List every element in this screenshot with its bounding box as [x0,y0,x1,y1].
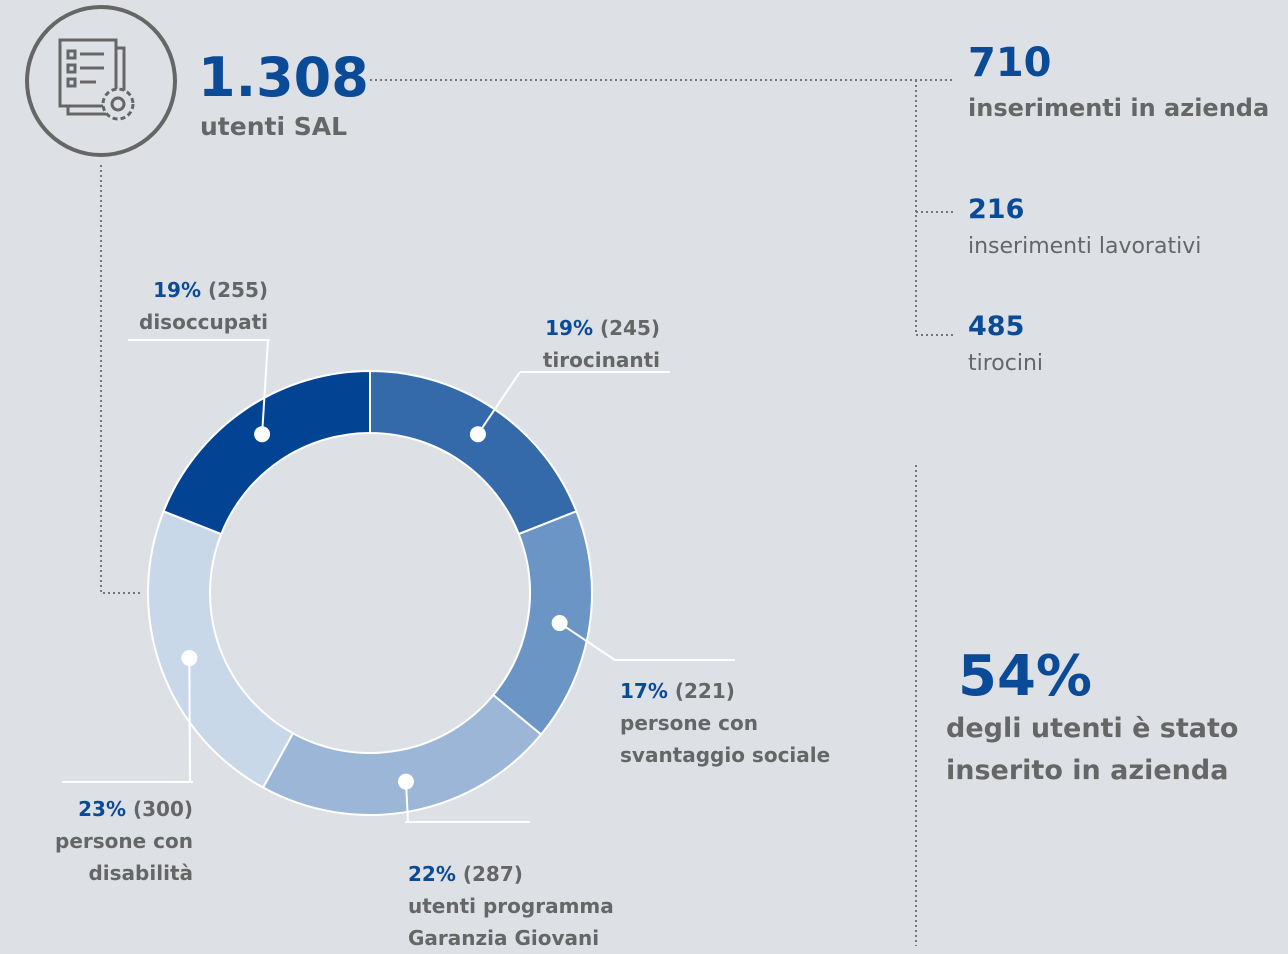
percent-label: 17% [620,679,668,703]
donut-segment [147,509,295,789]
label-dot [254,426,271,443]
category-label: utenti programma Garanzia Giovani [408,894,614,950]
label-dot [397,773,414,790]
count-label: (287) [462,862,523,886]
segment-label: 23% (300) persone con disabilità [55,793,193,889]
donut-segment [369,369,578,536]
leader-line [188,658,191,783]
leader-line [261,339,269,435]
count-label: (300) [132,797,193,821]
connector [100,165,140,594]
percent-label: 22% [408,862,456,886]
total-label: utenti SAL [200,112,348,141]
leader-line [477,371,521,435]
donut-segment [491,509,593,736]
segment-label: 19% (245) tirocinanti [543,312,660,376]
percent-label: 23% [78,797,126,821]
highlight-value: 54% [958,644,1093,709]
category-label: disoccupati [139,310,268,334]
category-label: persone con disabilità [55,829,193,885]
stat-value: 710 [968,40,1052,86]
stat-value: 216 [968,194,1025,225]
total: 1.308 [198,46,369,109]
category-label: persone con svantaggio sociale [620,711,831,767]
segment-label: 19% (255) disoccupati [139,274,268,338]
label-dot [181,650,198,667]
count-label: (255) [207,278,268,302]
label-head: 19% (245) [543,312,660,344]
count-label: (221) [674,679,735,703]
leader-line [559,622,616,661]
percent-label: 19% [545,316,593,340]
segment-label: 22% (287) utenti programma Garanzia Giova… [408,858,614,954]
donut-segment [261,693,543,816]
stat-value: 485 [968,311,1025,342]
category-label: tirocinanti [542,348,660,372]
connectors [100,79,955,946]
label-head: 22% (287) [408,858,614,890]
label-head: 19% (255) [139,274,268,306]
stat-label: tirocini [968,351,1044,376]
label-head: 23% (300) [55,793,193,825]
percent-label: 19% [153,278,201,302]
highlight-label: degli utenti è stato inserito in azienda [946,713,1239,786]
icon [25,5,177,157]
count-label: (245) [599,316,660,340]
connector [915,80,955,336]
stat-label: inserimenti lavorativi [968,234,1202,259]
segment-label: 17% (221) persone con svantaggio sociale [620,675,830,771]
label-dot [469,426,486,443]
stat-label: inserimenti in azienda [968,94,1270,122]
label-head: 17% (221) [620,675,830,707]
donut-segment [162,369,371,536]
label-dot [551,615,568,632]
